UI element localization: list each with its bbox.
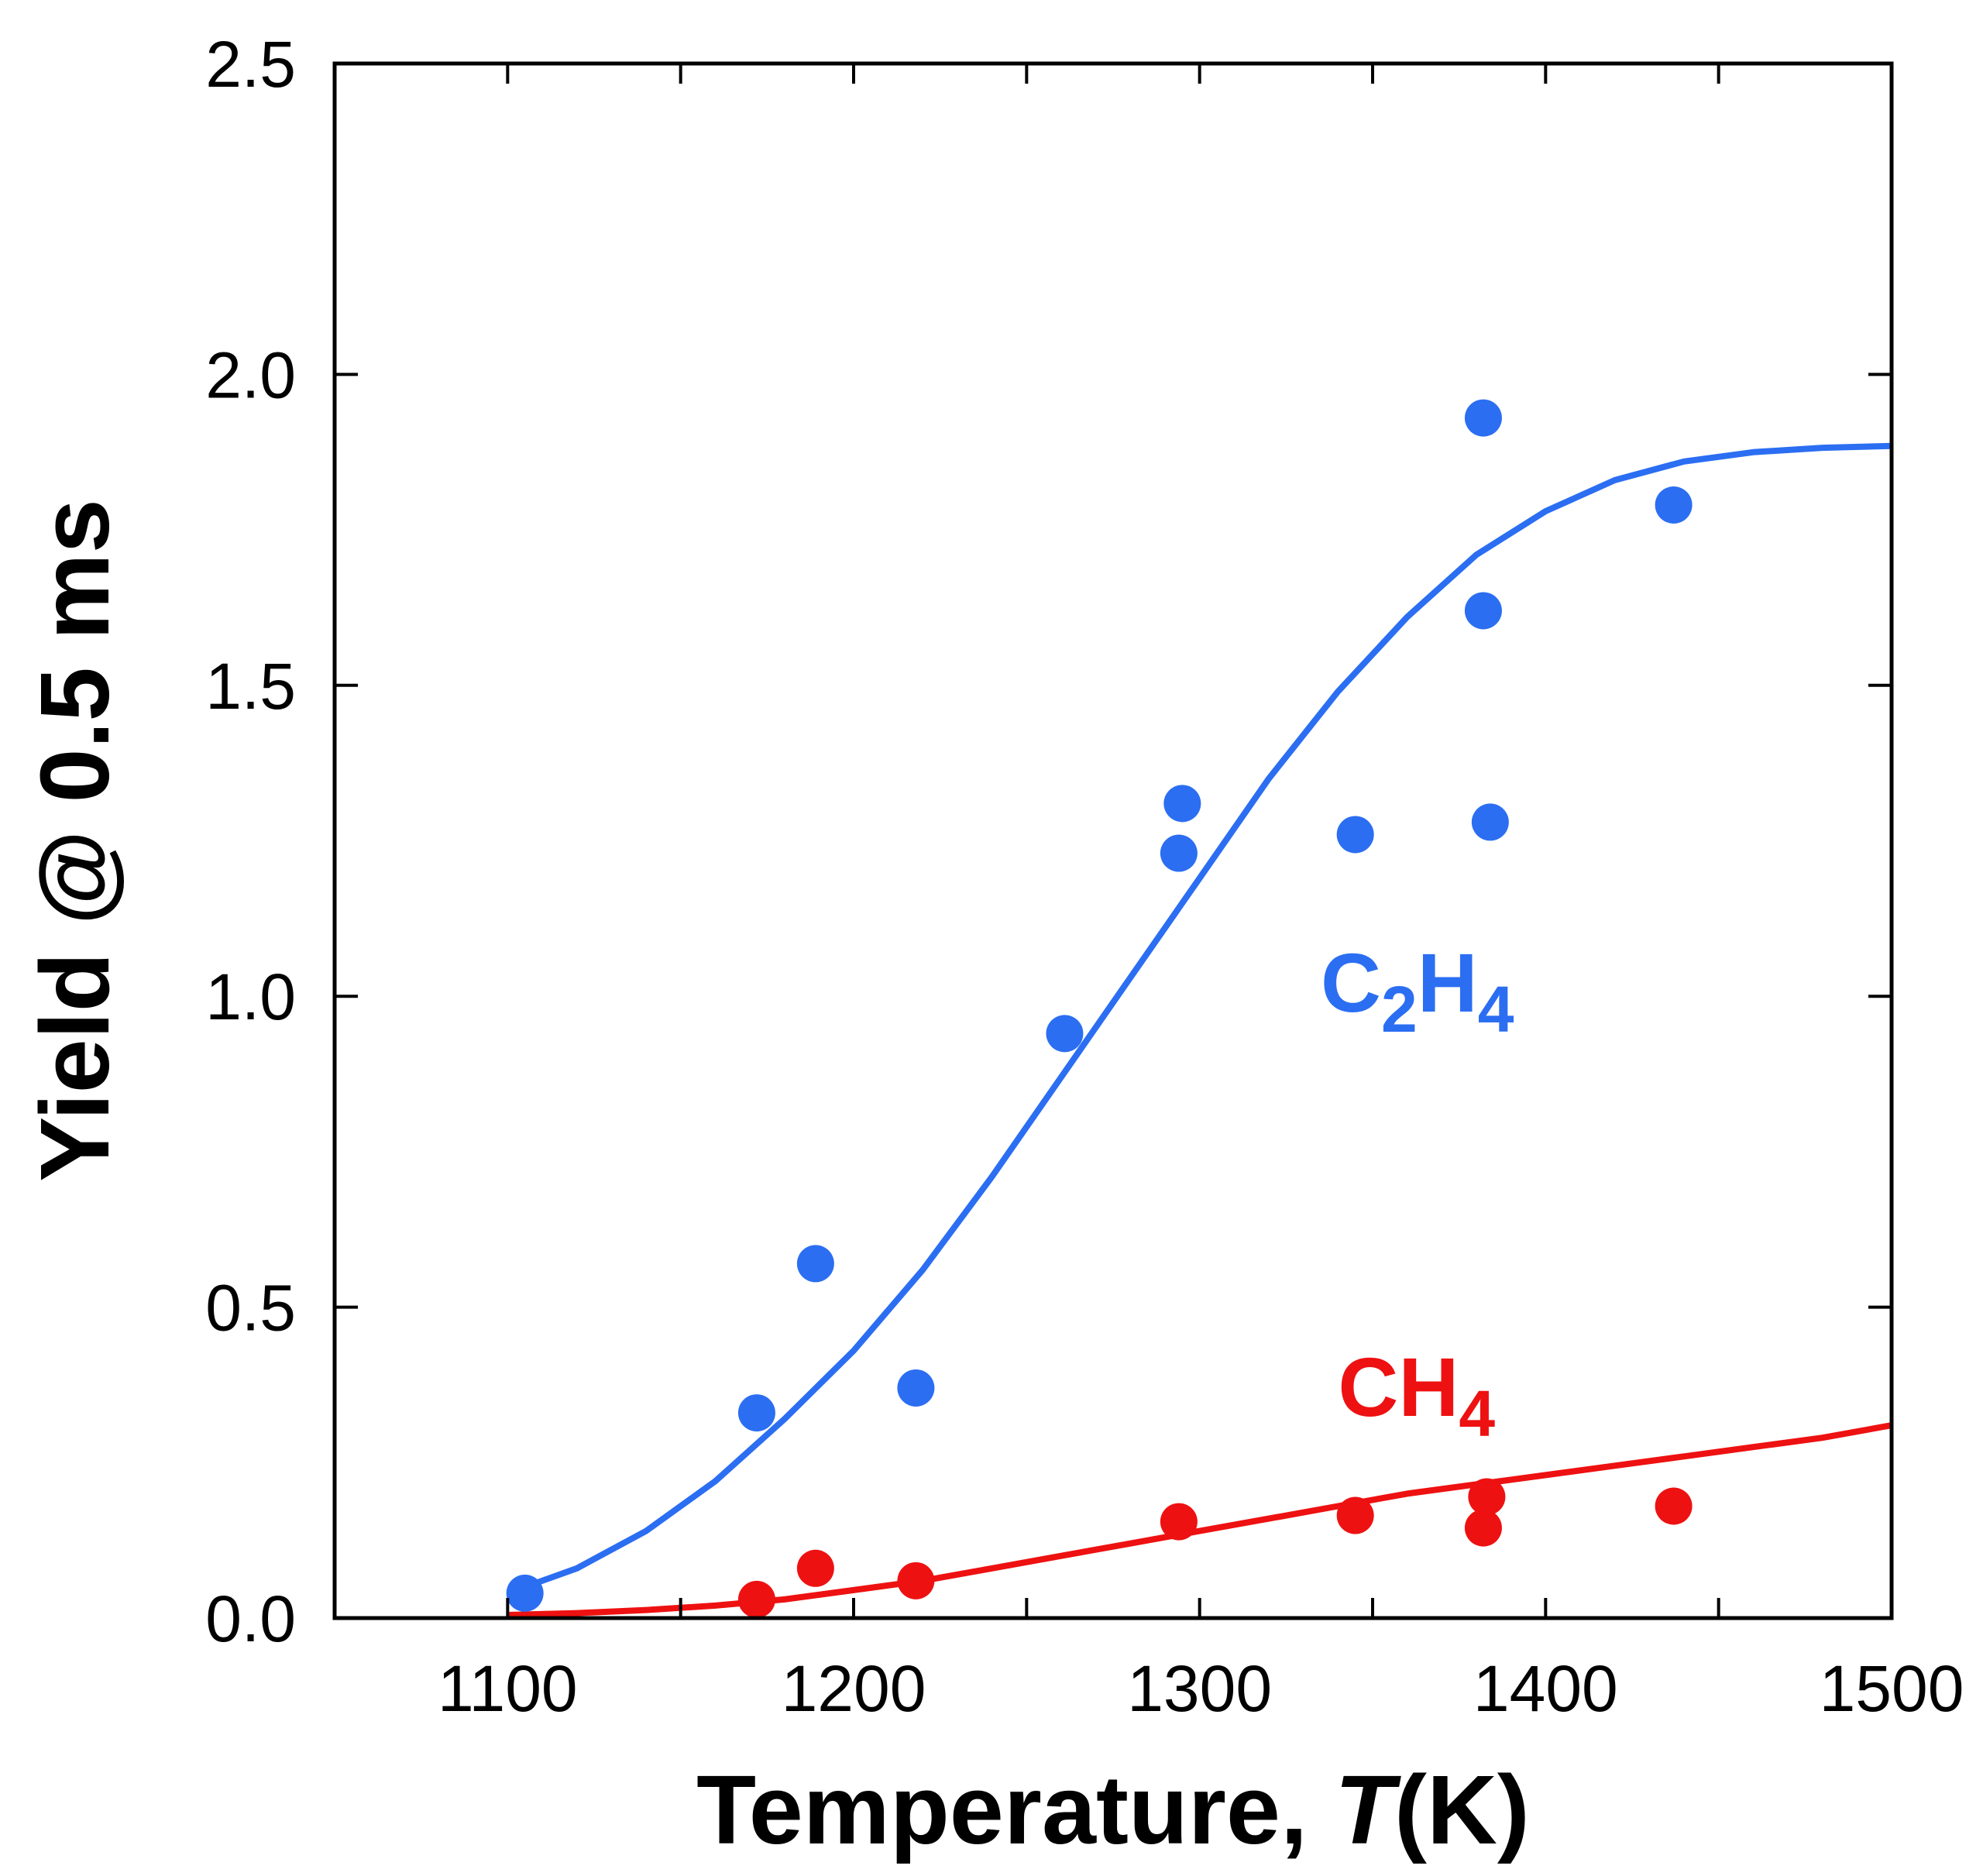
y-axis-title: Yield @ 0.5 ms [20,499,129,1182]
data-point-c2h4 [1163,785,1201,823]
y-tick-label: 2.5 [205,28,296,101]
axis-labels: 1100 1200 1300 1400 1500 0.0 0.5 1.0 1.5 2.0 2.5 [205,28,1964,1725]
plot-area [506,399,1892,1618]
axis-ticks [333,62,1893,1620]
x-tick-label: 1300 [1127,1652,1272,1725]
data-point-ch4 [1336,1496,1374,1534]
fit-curve-c2h4 [506,442,1892,1596]
data-point-ch4 [897,1562,935,1599]
x-tick-label: 1200 [782,1652,926,1725]
data-point-c2h4 [1046,1015,1084,1053]
data-point-c2h4 [1160,834,1198,872]
data-point-c2h4 [897,1369,935,1407]
data-point-ch4 [1468,1478,1506,1516]
data-point-ch4 [1464,1509,1502,1547]
y-tick-label: 0.5 [205,1272,296,1345]
y-tick-label: 1.5 [205,650,296,723]
y-tick-label: 0.0 [205,1582,296,1655]
data-point-c2h4 [506,1574,544,1612]
plot-frame [332,61,1894,1620]
series-label-ch4: CH4 [1338,1340,1495,1450]
data-point-c2h4 [1655,486,1693,524]
data-point-ch4 [1160,1503,1198,1541]
y-tick-label: 1.0 [205,960,296,1033]
x-tick-label: 1400 [1473,1652,1618,1725]
x-axis-title: Temperature, T(K) [696,1755,1530,1864]
data-point-ch4 [737,1580,775,1618]
data-point-c2h4 [737,1394,775,1432]
x-axis-title-prefix: Temperature, [696,1755,1335,1864]
fit-curve-ch4 [507,1422,1892,1618]
data-point-c2h4 [1464,592,1502,630]
data-point-c2h4 [1471,803,1509,841]
series-label-c2h4: C2H4 [1321,936,1514,1046]
data-point-c2h4 [796,1245,834,1283]
data-point-c2h4 [1336,816,1374,854]
data-point-c2h4 [1464,399,1502,437]
x-axis-title-variable: T [1335,1755,1401,1864]
y-tick-label: 2.0 [205,338,296,411]
x-tick-label: 1500 [1820,1652,1964,1725]
x-tick-label: 1100 [438,1652,578,1725]
data-point-ch4 [1655,1487,1693,1525]
x-axis-title-suffix: (K) [1394,1755,1530,1864]
data-point-ch4 [796,1549,834,1587]
